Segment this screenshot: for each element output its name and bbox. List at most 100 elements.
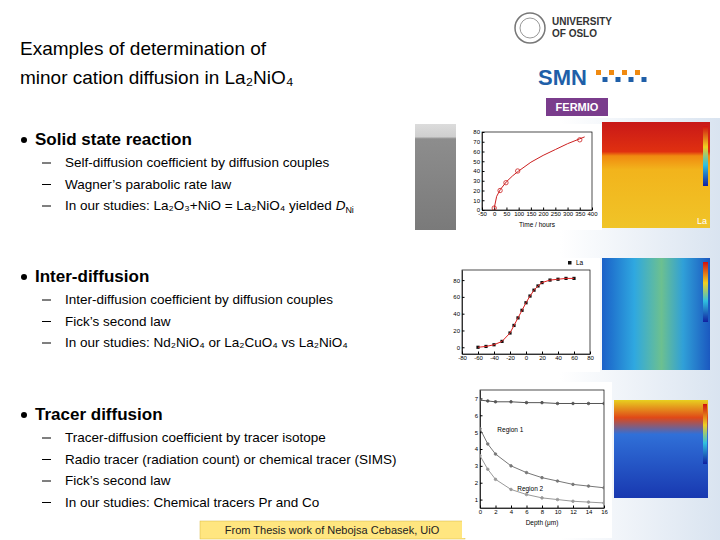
element-map-3 [614,400,708,498]
x-tick: -20 [506,352,515,362]
fermio-box [546,98,608,116]
data-point [603,502,604,505]
element-map-1 [602,122,710,228]
section-heading: Solid state reaction [35,130,192,149]
x-tick-label: 0 [493,211,497,217]
y-tick-mark [462,330,465,331]
data-point [480,399,481,402]
x-tick-mark [558,506,559,509]
data-point [486,468,489,471]
x-axis-title: Time / hours [519,221,556,228]
x-tick-label: -20 [506,355,515,361]
y-tick-label: 7 [475,396,479,402]
series-line [480,456,604,503]
y-tick: 50 [473,159,484,165]
x-tick-label: 8 [541,509,545,515]
smn-dot [629,77,634,82]
sub-bullet [42,343,51,344]
data-point [494,453,497,456]
series-line [478,278,574,347]
bullet [21,412,27,418]
slide-title: minor cation diffusion in La₂NiO₄ [20,67,294,88]
x-tick-mark [510,352,511,355]
x-tick-mark [574,352,575,355]
y-tick: 20 [453,328,464,334]
y-tick: 30 [473,178,484,184]
x-tick-label: 50 [504,211,511,217]
data-point [510,401,513,404]
x-tick-label: 12 [570,509,577,515]
section-heading: Tracer diffusion [35,405,163,424]
y-tick-mark [482,161,485,162]
annotation: Region 2 [517,485,543,493]
sub-item-text: In our studies: Chemical tracers Pr and … [65,495,319,510]
y-tick-mark [482,200,485,201]
data-point [603,486,604,489]
y-tick-label: 3 [475,463,479,469]
x-tick-mark [478,352,479,355]
y-tick-label: 50 [473,159,480,165]
x-tick-mark [496,506,497,509]
data-point [492,206,496,210]
x-tick-mark [573,506,574,509]
sub-item-text: In our studies: La₂O₃+NiO = La₂NiO₄ yiel… [65,198,336,213]
smn-dot [635,70,640,75]
sub-item-text: Self-diffusion coefficient by diffusion … [65,155,329,170]
x-tick: -60 [474,352,483,362]
y-tick-label: 60 [453,294,460,300]
x-tick-mark [589,506,590,509]
footer-box [200,521,465,539]
data-point [556,480,559,483]
sub-item: Fick’s second law [65,473,171,488]
x-tick-label: 200 [539,211,550,217]
map-label: La [697,216,707,226]
fermio-logo: FERMIO [556,101,599,113]
x-tick-mark [531,208,532,211]
x-tick: 2 [494,506,498,516]
x-tick-mark [543,208,544,211]
x-tick-mark [604,506,605,509]
data-point [587,501,590,504]
sub-item: Inter-diffusion coefficient by diffusion… [65,292,333,307]
x-tick-mark [527,506,528,509]
y-tick-label: 0 [457,345,461,351]
x-tick: 250 [551,208,562,218]
x-tick-label: 100 [514,211,525,217]
x-tick: 40 [555,352,562,362]
y-tick: 20 [473,188,484,194]
bullet [21,137,27,143]
smn-dot [609,70,614,75]
x-axis-title: Depth (μm) [526,519,559,527]
y-tick-label: 70 [473,139,480,145]
university-name: OF OSLO [552,28,597,39]
x-tick-mark [519,208,520,211]
x-tick-label: 10 [555,509,562,515]
x-tick: 20 [539,352,546,362]
x-tick-mark [555,208,556,211]
data-point [525,493,528,496]
sem-image [415,124,456,230]
data-point [587,402,590,405]
smn-dot [622,70,627,75]
x-tick-label: 0 [479,509,483,515]
y-tick: 70 [473,139,484,145]
x-tick-label: 350 [575,211,586,217]
y-tick-label: 20 [453,328,460,334]
slide: Examples of determination ofminor cation… [0,0,720,540]
symbol: D [336,198,346,213]
x-tick-mark [558,352,559,355]
y-tick-label: 5 [475,430,479,436]
y-tick: 4 [475,446,483,452]
footer: From Thesis work of Nebojsa Cebasek, UiO [225,524,440,536]
y-tick: 6 [475,413,483,419]
y-tick-mark [482,152,485,153]
x-tick: 300 [563,208,574,218]
y-axis: 020406080 [453,271,464,355]
x-tick-mark [494,352,495,355]
sub-item: In our studies: Chemical tracers Pr and … [65,495,319,510]
sub-item: Fick’s second law [65,314,171,329]
x-tick: 16 [601,506,608,516]
y-tick-mark [482,142,485,143]
y-tick: 2 [475,480,483,486]
plot-area [492,137,585,210]
